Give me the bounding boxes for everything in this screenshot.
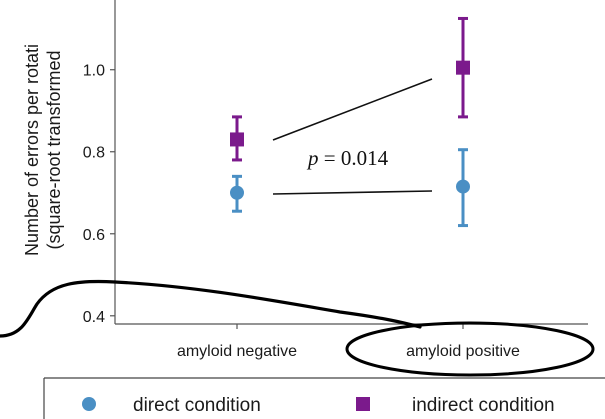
y-ticks: 0.4 0.6 0.8 1.0: [83, 63, 115, 326]
comparison-line-indirect: [272, 78, 433, 141]
x-tick-label: amyloid positive: [406, 343, 520, 360]
error-bars: [232, 16, 468, 228]
data-points: [230, 60, 470, 200]
legend-direct-label: direct condition: [133, 395, 261, 416]
legend-indirect-marker: [356, 397, 370, 411]
y-tick-label: 0.4: [83, 309, 105, 326]
y-tick-label: 0.6: [83, 227, 105, 244]
data-point-direct: [230, 185, 244, 200]
legend-indirect-label: indirect condition: [412, 395, 555, 416]
comparison-line-direct: [272, 190, 433, 195]
x-tick-label: amyloid negative: [177, 343, 297, 360]
p-value-annotation: p = 0.014: [306, 146, 389, 170]
y-axis-title: Number of errors per rotati: [22, 44, 42, 256]
y-axis-subtitle: (square-root transformed: [44, 50, 64, 249]
highlight-ellipse: [345, 321, 595, 377]
data-point-indirect: [456, 60, 470, 75]
p-symbol: p: [306, 146, 319, 170]
overlay-curve: [0, 279, 422, 338]
x-ticks: amyloid negative amyloid positive: [177, 324, 520, 360]
y-axis-label: Number of errors per rotati (square-root…: [22, 44, 64, 256]
legend-direct-marker: [82, 397, 96, 411]
data-point-indirect: [230, 132, 244, 147]
data-point-direct: [456, 179, 470, 194]
p-value-text: = 0.014: [319, 146, 389, 170]
y-tick-label: 0.8: [83, 145, 105, 162]
y-tick-label: 1.0: [83, 63, 105, 80]
legend: direct condition indirect condition: [43, 377, 605, 419]
